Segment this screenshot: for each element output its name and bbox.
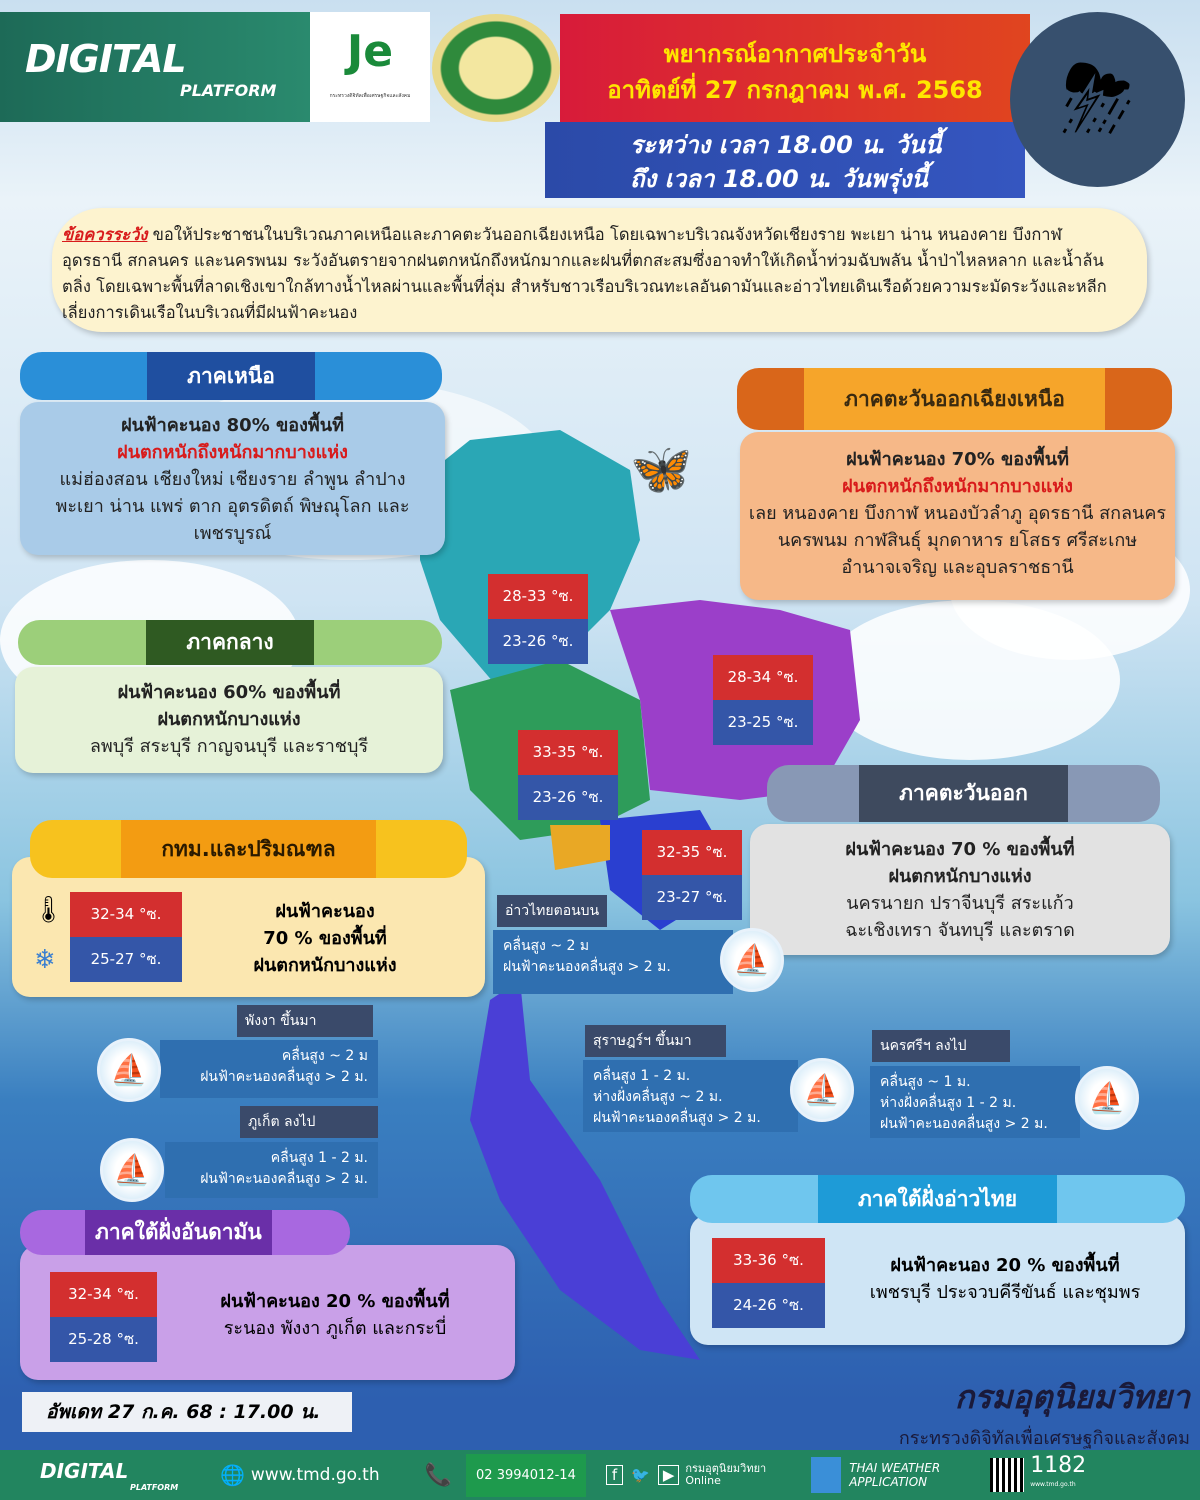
update-time: อัพเดท 27 ก.ค. 68 : 17.00 น. [22, 1392, 352, 1432]
east-title: ภาคตะวันออก [767, 765, 1160, 822]
central-box: ฝนฟ้าคะนอง 60% ของพื้นที่ ฝนตกหนักบางแห่… [15, 667, 443, 773]
south-andaman-title: ภาคใต้ฝั่งอันดามัน [20, 1210, 350, 1255]
northeast-title: ภาคตะวันออกเฉียงเหนือ [737, 368, 1172, 430]
south-andaman-forecast: ฝนฟ้าคะนอง 20 % ของพื้นที่ ระนอง พังงา ภ… [220, 1291, 450, 1339]
east-temp: 32-35 °ซ. 23-27 °ซ. [642, 830, 742, 920]
phangnga-sea: คลื่นสูง ~ 2 มฝนฟ้าคะนองคลื่นสูง > 2 ม. [160, 1040, 378, 1098]
youtube-icon[interactable]: ▶ [657, 1465, 680, 1485]
bangkok-forecast: ฝนฟ้าคะนอง 70 % ของพื้นที่ ฝนตกหนักบางแห… [253, 901, 397, 976]
surat-label: สุราษฎร์ฯ ขึ้นมา [585, 1025, 726, 1057]
nakhon-label: นครศรีฯ ลงไป [872, 1030, 1010, 1062]
twitter-icon[interactable]: 🐦 [631, 1466, 650, 1484]
facebook-icon[interactable]: f [605, 1465, 624, 1485]
upper-gulf-label: อ่าวไทยตอนบน [497, 895, 608, 927]
north-title: ภาคเหนือ [20, 352, 442, 400]
phangnga-label: พังงา ขึ้นมา [237, 1005, 373, 1037]
digital-platform-logo: DIGITAL PLATFORM [0, 12, 310, 122]
nakhon-sea: คลื่นสูง ~ 1 ม. ห่างฝั่งคลื่นสูง 1 - 2 ม.… [870, 1066, 1080, 1138]
map-south [470, 980, 700, 1360]
period-banner: ระหว่าง เวลา 18.00 น. วันนี้ ถึง เวลา 18… [545, 122, 1025, 198]
header: DIGITAL PLATFORM Je กระทรวงดิจิทัลเพื่อเ… [0, 0, 1200, 200]
surat-sea: คลื่นสูง 1 - 2 ม. ห่างฝั่งคลื่นสูง ~ 2 ม.… [583, 1060, 798, 1132]
website-link[interactable]: www.tmd.go.th [250, 1465, 380, 1485]
agency: กรมอุตุนิยมวิทยา กระทรวงดิจิทัลเพื่อเศรษ… [898, 1378, 1190, 1449]
warning-label: ข้อควรระวัง [62, 225, 148, 244]
phone-number: 02 3994012-14 [466, 1453, 586, 1497]
map-bangkok [550, 825, 610, 870]
bangkok-temp: 32-34 °ซ. 25-27 °ซ. [70, 892, 182, 982]
south-gulf-temp: 33-36 °ซ. 24-26 °ซ. [712, 1238, 825, 1328]
central-title: ภาคกลาง [18, 620, 442, 665]
app-icon [811, 1457, 842, 1493]
snowflake-icon: ❄ [34, 945, 56, 975]
ship-icon: ⛵ [1075, 1066, 1139, 1130]
ship-icon: ⛵ [97, 1038, 161, 1102]
central-temp: 33-35 °ซ. 23-26 °ซ. [518, 730, 618, 820]
ministry-logo: Je กระทรวงดิจิทัลเพื่อเศรษฐกิจและสังคม [310, 12, 430, 122]
south-gulf-title: ภาคใต้ฝั่งอ่าวไทย [690, 1175, 1185, 1223]
north-temp: 28-33 °ซ. 23-26 °ซ. [488, 574, 588, 664]
forecast-title: พยากรณ์อากาศประจำวัน [663, 40, 927, 68]
ship-icon: ⛵ [720, 928, 784, 992]
globe-icon: 🌐 [220, 1463, 245, 1487]
northeast-temp: 28-34 °ซ. 23-25 °ซ. [713, 655, 813, 745]
social-name: กรมอุตุนิยมวิทยา Online [685, 1462, 767, 1487]
butterfly-icon: 🦋 [630, 440, 693, 498]
phuket-label: ภูเก็ต ลงไป [240, 1106, 378, 1138]
thermometer-icon: 🌡 [32, 895, 66, 925]
upper-gulf-sea: คลื่นสูง ~ 2 มฝนฟ้าคะนองคลื่นสูง > 2 ม. [493, 930, 733, 994]
warning-box: ข้อควรระวัง ขอให้ประชาชนในบริเวณภาคเหนือ… [52, 208, 1147, 332]
qr-code [990, 1458, 1025, 1492]
thunderstorm-icon: ⛈ [1010, 12, 1185, 187]
hotline: 1182 www.tmd.go.th [1030, 1452, 1087, 1488]
ship-icon: ⛵ [790, 1058, 854, 1122]
app-name: THAI WEATHER APPLICATION [849, 1461, 941, 1489]
phuket-sea: คลื่นสูง 1 - 2 ม. ฝนฟ้าคะนองคลื่นสูง > 2 … [165, 1142, 378, 1198]
footer-logo: DIGITAL PLATFORM [40, 1458, 179, 1492]
north-box: ฝนฟ้าคะนอง 80% ของพื้นที่ ฝนตกหนักถึงหนั… [20, 402, 445, 555]
footer: DIGITAL PLATFORM 🌐 www.tmd.go.th 📞 02 399… [0, 1450, 1200, 1500]
ship-icon: ⛵ [100, 1138, 164, 1202]
south-gulf-forecast: ฝนฟ้าคะนอง 20 % ของพื้นที่ เพชรบุรี ประจ… [869, 1255, 1141, 1303]
forecast-date: อาทิตย์ที่ 27 กรกฎาคม พ.ศ. 2568 [607, 76, 983, 104]
warning-text: ขอให้ประชาชนในบริเวณภาคเหนือและภาคตะวันอ… [62, 225, 1107, 322]
title-banner: พยากรณ์อากาศประจำวัน อาทิตย์ที่ 27 กรกฎา… [560, 14, 1030, 122]
northeast-box: ฝนฟ้าคะนอง 70% ของพื้นที่ ฝนตกหนักถึงหนั… [740, 432, 1175, 600]
tmd-seal-logo [432, 14, 560, 122]
bangkok-title: กทม.และปริมณฑล [30, 820, 467, 878]
south-andaman-temp: 32-34 °ซ. 25-28 °ซ. [50, 1272, 157, 1362]
east-box: ฝนฟ้าคะนอง 70 % ของพื้นที่ ฝนตกหนักบางแห… [750, 824, 1170, 955]
phone-icon: 📞 [424, 1462, 453, 1488]
